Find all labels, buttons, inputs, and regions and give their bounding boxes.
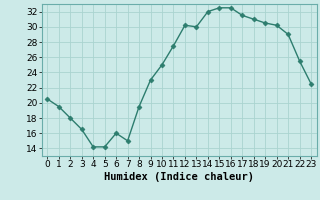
X-axis label: Humidex (Indice chaleur): Humidex (Indice chaleur) [104,172,254,182]
